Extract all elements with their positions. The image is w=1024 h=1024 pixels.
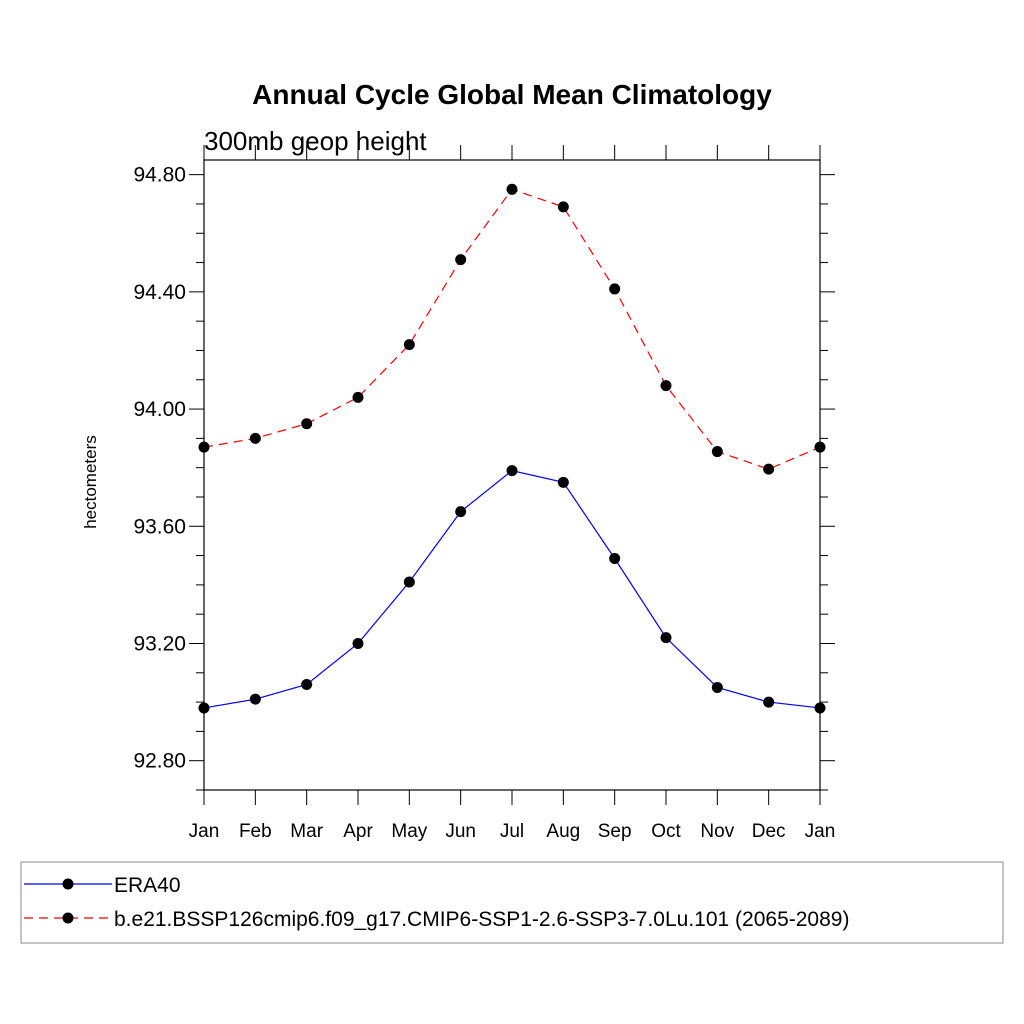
data-point — [352, 637, 364, 649]
data-point — [249, 432, 261, 444]
data-point — [198, 441, 210, 453]
x-tick-label: Mar — [290, 821, 323, 842]
x-tick-label: Aug — [546, 821, 580, 842]
x-tick-label: Jun — [445, 821, 476, 842]
data-point — [660, 380, 672, 392]
x-tick-label: Jan — [805, 821, 836, 842]
legend-marker-0 — [62, 878, 74, 890]
legend-label-0: ERA40 — [114, 874, 181, 897]
data-point — [609, 553, 621, 565]
x-tick-label: Feb — [239, 821, 272, 842]
y-axis-label: hectometers — [81, 435, 100, 529]
legend-box — [20, 861, 1004, 944]
data-point — [301, 418, 313, 430]
legend: ERA40 b.e21.BSSP126cmip6.f09_g17.CMIP6-SS… — [20, 861, 1004, 944]
data-point — [506, 183, 518, 195]
x-tick-label: Nov — [700, 821, 734, 842]
y-tick-label: 92.80 — [133, 750, 186, 773]
x-tick-label: Apr — [343, 821, 373, 842]
data-point — [198, 702, 210, 714]
data-point — [249, 693, 261, 705]
y-tick-label: 94.40 — [133, 281, 186, 304]
data-point — [711, 446, 723, 458]
data-point — [763, 463, 775, 475]
data-point — [711, 681, 723, 693]
data-point — [763, 696, 775, 708]
data-point — [403, 339, 415, 351]
y-tick-label: 94.80 — [133, 164, 186, 187]
data-point — [455, 506, 467, 518]
data-point — [814, 441, 826, 453]
data-point — [557, 476, 569, 488]
data-point — [557, 201, 569, 213]
x-tick-label: Dec — [752, 821, 786, 842]
data-point — [814, 702, 826, 714]
data-point — [455, 254, 467, 266]
x-tick-label: Jul — [500, 821, 524, 842]
y-tick-label: 93.60 — [133, 515, 186, 538]
chart-subtitle: 300mb geop height — [204, 126, 427, 156]
x-tick-label: May — [391, 821, 427, 842]
data-point — [506, 465, 518, 477]
y-tick-label: 94.00 — [133, 398, 186, 421]
series-layer — [198, 183, 826, 714]
legend-marker-1 — [62, 912, 74, 924]
data-point — [609, 283, 621, 295]
data-point — [352, 391, 364, 403]
x-tick-label: Oct — [651, 821, 681, 842]
legend-label-1: b.e21.BSSP126cmip6.f09_g17.CMIP6-SSP1-2.… — [114, 908, 849, 931]
data-point — [403, 576, 415, 588]
data-point — [660, 632, 672, 644]
data-point — [301, 679, 313, 691]
chart-title: Annual Cycle Global Mean Climatology — [252, 79, 772, 110]
axes: 92.80 93.20 93.60 94.00 94.40 94.80 Jan Feb Mar A… — [133, 145, 835, 842]
x-tick-label: Sep — [598, 821, 632, 842]
x-tick-label: Jan — [189, 821, 220, 842]
y-tick-label: 93.20 — [133, 632, 186, 655]
